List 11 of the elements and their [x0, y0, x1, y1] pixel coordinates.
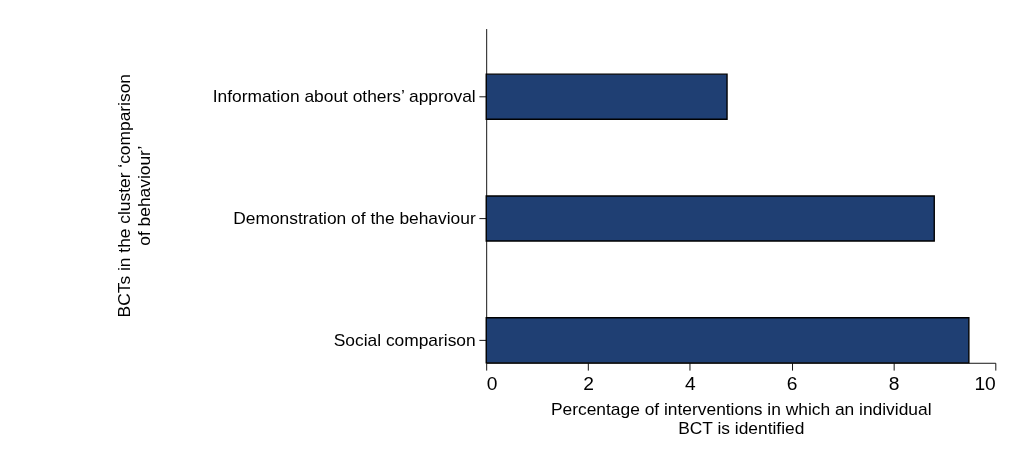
y-axis-title: BCTs in the cluster ‘comparison of behaviour’ [114, 74, 154, 318]
x-tick-label: 2 [583, 372, 594, 394]
x-axis-title: Percentage of interventions in which an individual BCT is identified [550, 398, 932, 438]
x-tick-label: 6 [786, 372, 798, 394]
y-tick-label: Social comparison [333, 329, 476, 350]
x-tick-label: 10 [974, 372, 996, 394]
y-tick-label: Demonstration of the behaviour [233, 207, 476, 228]
x-tick-label: 4 [684, 372, 696, 394]
y-tick-label: Information about others’ approval [212, 86, 476, 107]
x-tick-label: 8 [888, 372, 900, 394]
x-tick-label: 0 [486, 372, 498, 394]
